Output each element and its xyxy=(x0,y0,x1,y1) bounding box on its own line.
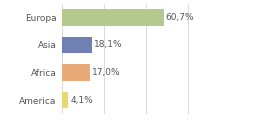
Bar xyxy=(62,37,92,53)
Text: 4,1%: 4,1% xyxy=(70,96,93,105)
Bar xyxy=(62,9,164,26)
Text: 60,7%: 60,7% xyxy=(165,13,194,22)
Bar xyxy=(62,64,90,81)
Bar xyxy=(62,92,69,108)
Text: 18,1%: 18,1% xyxy=(94,41,122,49)
Text: 17,0%: 17,0% xyxy=(92,68,120,77)
